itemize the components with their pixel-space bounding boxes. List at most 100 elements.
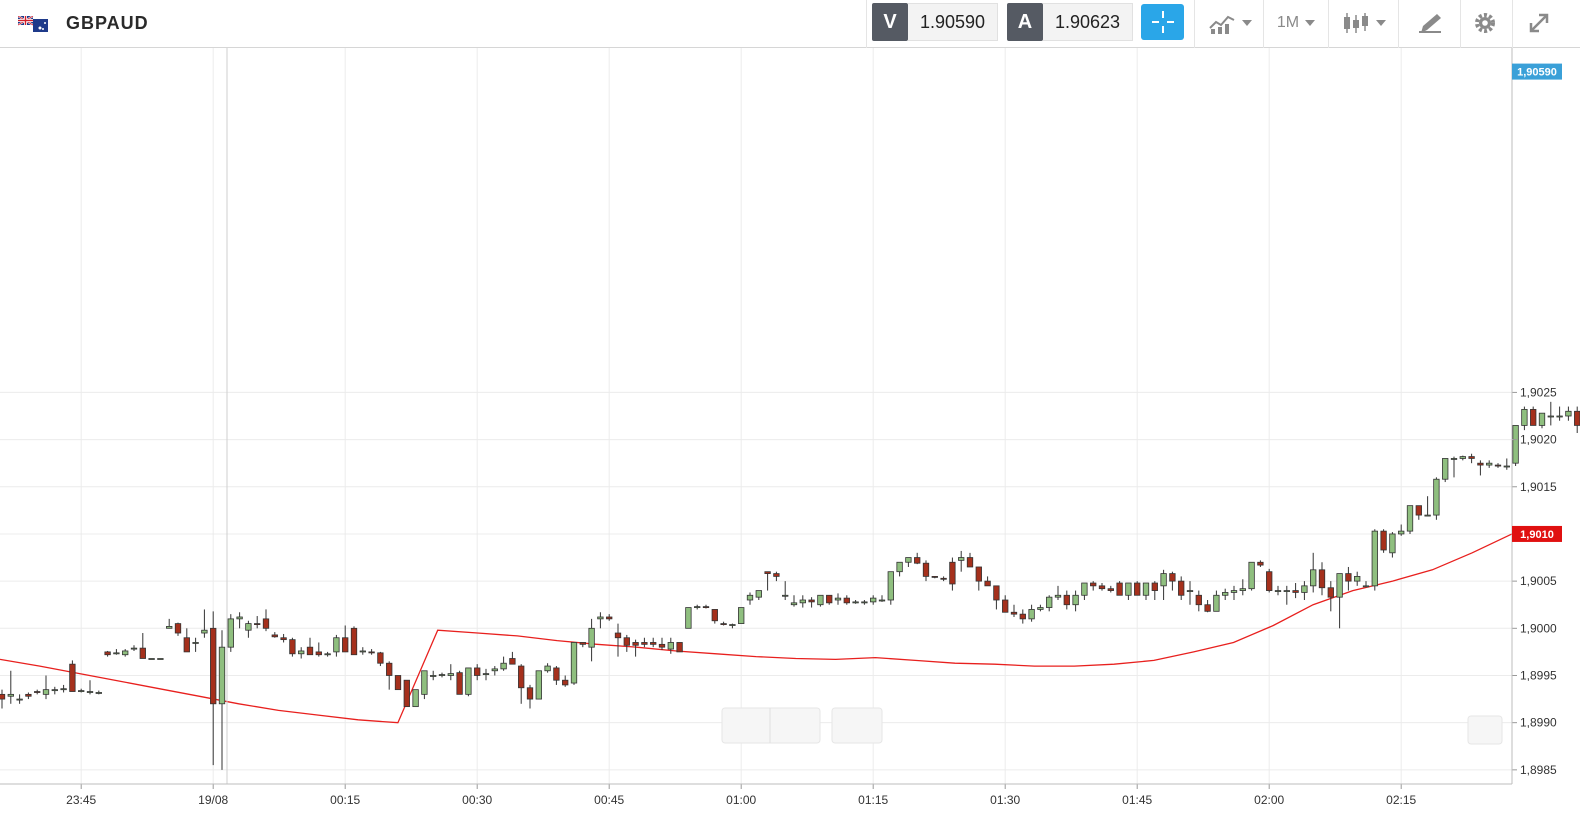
bullish-candle bbox=[1336, 573, 1343, 629]
drawing-tools-button[interactable] bbox=[1404, 4, 1456, 42]
candle-body bbox=[1442, 458, 1449, 480]
crosshair-button[interactable] bbox=[1141, 4, 1184, 40]
fullscreen-button[interactable] bbox=[1518, 4, 1560, 42]
candle-body bbox=[421, 670, 428, 695]
bid-price[interactable]: 1.90590 bbox=[908, 3, 998, 41]
chart-navigation-controls bbox=[721, 707, 1503, 745]
bearish-candle bbox=[641, 637, 648, 648]
bearish-candle bbox=[139, 633, 146, 659]
ask-price[interactable]: 1.90623 bbox=[1043, 3, 1133, 41]
bullish-candle bbox=[42, 675, 50, 700]
bearish-candle bbox=[1090, 581, 1097, 591]
candle-body bbox=[1090, 582, 1097, 587]
candle-body bbox=[878, 599, 886, 602]
bullish-candle bbox=[333, 634, 340, 657]
bearish-candle bbox=[1292, 583, 1299, 599]
candle-body bbox=[210, 627, 217, 705]
candle-body bbox=[1222, 592, 1229, 596]
zoom-buttons[interactable] bbox=[721, 707, 821, 744]
bearish-candle bbox=[914, 552, 921, 565]
bearish-candle bbox=[993, 585, 1000, 610]
bullish-candle bbox=[1046, 595, 1053, 612]
candle-body bbox=[1512, 425, 1519, 464]
candle-body bbox=[1530, 408, 1537, 426]
bullish-candle bbox=[817, 594, 824, 607]
candlestick-icon bbox=[1344, 13, 1368, 33]
candle-body bbox=[1107, 588, 1114, 591]
bullish-candle bbox=[544, 663, 551, 673]
timeframe-dropdown[interactable]: 1M bbox=[1268, 4, 1324, 42]
bullish-candle bbox=[1142, 582, 1150, 600]
candle-body bbox=[1433, 478, 1440, 516]
bearish-candle bbox=[1107, 585, 1114, 593]
bullish-candle bbox=[227, 614, 234, 652]
bearish-candle bbox=[526, 684, 534, 709]
bullish-candle bbox=[1424, 496, 1431, 517]
bearish-candle bbox=[69, 660, 76, 692]
bearish-candle bbox=[773, 571, 780, 582]
indicators-button[interactable] bbox=[1200, 4, 1260, 42]
candle-body bbox=[1362, 585, 1370, 588]
candle-body bbox=[0, 693, 6, 700]
candle-body bbox=[122, 650, 129, 656]
bullish-candle bbox=[245, 620, 252, 638]
candle-body bbox=[922, 562, 930, 577]
bullish-candle bbox=[482, 668, 490, 681]
candle-body bbox=[298, 650, 305, 655]
candle-body bbox=[430, 675, 437, 677]
candle-body bbox=[1186, 590, 1194, 592]
candle-body bbox=[1125, 582, 1132, 596]
bullish-candle bbox=[1186, 581, 1194, 605]
bullish-candle bbox=[1398, 524, 1405, 536]
candle-body bbox=[1345, 573, 1352, 582]
bearish-candle bbox=[984, 576, 991, 587]
candle-body bbox=[394, 675, 402, 691]
candle-body bbox=[306, 646, 314, 656]
bullish-candle bbox=[1213, 590, 1220, 612]
x-tick-label: 01:00 bbox=[726, 793, 756, 807]
toolbar-divider bbox=[1263, 0, 1264, 48]
bearish-candle bbox=[377, 651, 384, 667]
bearish-candle bbox=[1266, 568, 1273, 593]
crosshair-icon bbox=[1151, 11, 1174, 33]
flag-gb-au-icon bbox=[18, 16, 48, 32]
bid-badge[interactable]: V bbox=[872, 3, 908, 41]
candle-body bbox=[518, 665, 525, 689]
candle-body bbox=[720, 623, 727, 625]
bearish-candle bbox=[183, 628, 190, 653]
bullish-candle bbox=[694, 604, 701, 610]
bearish-candle bbox=[676, 642, 683, 653]
settings-button[interactable] bbox=[1464, 4, 1506, 42]
candle-body bbox=[597, 616, 604, 620]
bullish-candle bbox=[51, 686, 58, 695]
candle-body bbox=[16, 698, 23, 701]
bearish-candle bbox=[940, 576, 947, 582]
bearish-candle bbox=[1098, 583, 1106, 591]
bullish-candle bbox=[359, 647, 366, 655]
reset-view-button[interactable] bbox=[831, 707, 883, 744]
candle-body bbox=[342, 637, 349, 653]
candle-body bbox=[148, 658, 155, 660]
last-price-tag-box bbox=[1512, 63, 1562, 80]
bullish-candle bbox=[1406, 505, 1414, 534]
x-tick-label: 00:45 bbox=[594, 793, 624, 807]
chart-type-button[interactable] bbox=[1334, 4, 1394, 42]
bearish-candle bbox=[174, 622, 182, 636]
bearish-candle bbox=[34, 689, 41, 695]
candle-body bbox=[562, 679, 569, 686]
price-chart[interactable]: 1,89851,89901,89951,90001,90051,90101,90… bbox=[0, 48, 1580, 826]
scroll-to-end-button[interactable] bbox=[1467, 715, 1503, 745]
indicators-icon bbox=[1209, 15, 1235, 34]
chart-toolbar: GBPAUD V 1.90590 A 1.90623 1 bbox=[0, 0, 1580, 48]
ask-badge[interactable]: A bbox=[1007, 3, 1043, 41]
candle-body bbox=[1292, 590, 1299, 593]
bearish-candle bbox=[25, 692, 32, 700]
bullish-candle bbox=[746, 592, 754, 605]
candle-body bbox=[289, 639, 296, 655]
bullish-candle bbox=[95, 690, 102, 695]
candle-body bbox=[1477, 462, 1484, 466]
candle-body bbox=[826, 594, 833, 604]
candle-body bbox=[1257, 561, 1264, 566]
bearish-candle bbox=[1494, 463, 1502, 468]
toolbar-divider bbox=[1398, 0, 1399, 48]
